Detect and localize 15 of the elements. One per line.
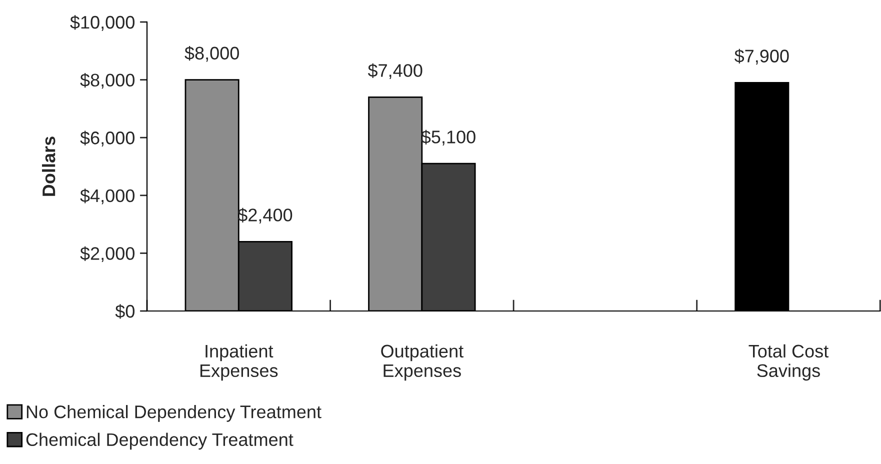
y-tick-label: $4,000 bbox=[80, 188, 134, 204]
legend-label: No Chemical Dependency Treatment bbox=[26, 405, 322, 422]
data-label: $7,400 bbox=[368, 63, 422, 80]
x-tick-label: Inpatient Expenses bbox=[200, 344, 278, 381]
x-tick-label: Outpatient Expenses bbox=[381, 344, 464, 381]
y-tick-label: $8,000 bbox=[80, 72, 134, 89]
y-axis-title: Dollars bbox=[42, 136, 56, 196]
data-label: $7,900 bbox=[734, 48, 789, 65]
legend-label: Chemical Dependency Treatment bbox=[26, 432, 294, 450]
y-tick-label: $0 bbox=[115, 304, 134, 319]
x-tick-label: Total Cost Savings bbox=[748, 344, 828, 381]
data-label: $8,000 bbox=[184, 46, 239, 62]
y-tick-label: $2,000 bbox=[80, 246, 134, 262]
y-tick-label: $6,000 bbox=[80, 130, 134, 146]
y-tick-label: $10,000 bbox=[70, 15, 134, 31]
